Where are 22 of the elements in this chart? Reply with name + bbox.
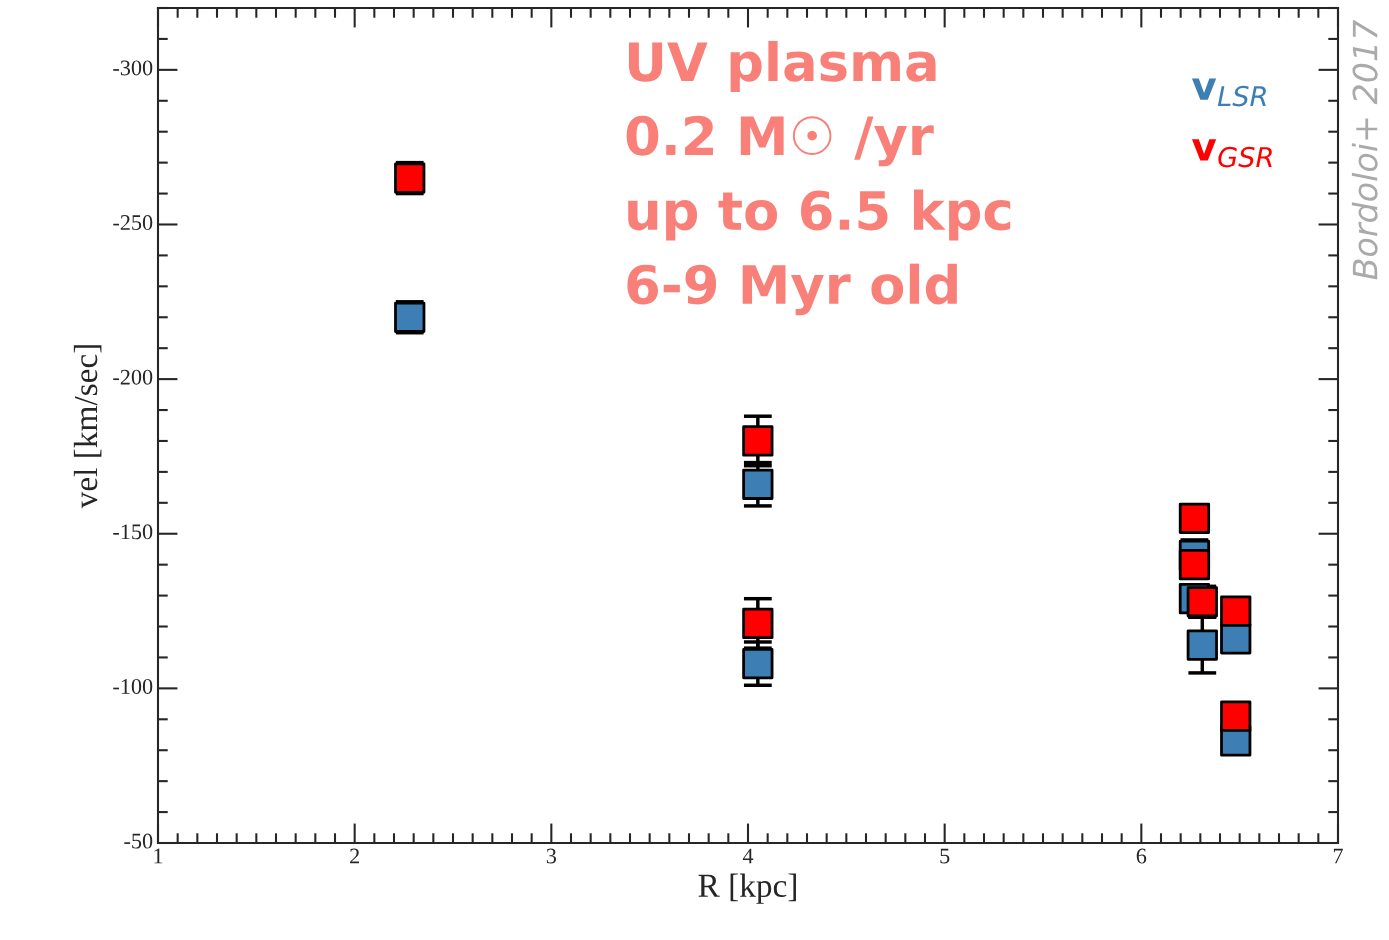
y-tick-label: -300 bbox=[113, 60, 153, 76]
x-tick-label: 5 bbox=[940, 848, 950, 864]
x-tick-label: 4 bbox=[742, 848, 754, 864]
y-axis-title: vel [km/sec] bbox=[73, 345, 102, 509]
annotation: 6-9 Myr old bbox=[627, 263, 957, 316]
x-axis-title: R [kpc] bbox=[698, 873, 796, 904]
x-tick-label: 1 bbox=[154, 848, 163, 864]
x-tick-label: 2 bbox=[350, 848, 359, 864]
annotation: UV plasma bbox=[628, 40, 936, 92]
y-tick-label: -200 bbox=[113, 369, 153, 385]
y-tick-label: -50 bbox=[124, 833, 153, 849]
annotation: 0.2 M☉ /yr bbox=[626, 115, 934, 167]
text: v$_{GSR}$ bbox=[1191, 139, 1272, 168]
x-tick-label: 7 bbox=[1333, 848, 1343, 864]
x-tick-label: 3 bbox=[546, 848, 557, 864]
y-tick-label: -150 bbox=[113, 524, 153, 540]
x-tick-label: 6 bbox=[1136, 848, 1147, 864]
text: Bordoloi+ 2017 bbox=[1351, 19, 1378, 280]
y-tick-label: -100 bbox=[113, 678, 153, 694]
y-tick-label: -250 bbox=[113, 215, 153, 231]
annotation: up to 6.5 kpc bbox=[628, 189, 1011, 241]
text: v$_{LSR}$ bbox=[1191, 78, 1266, 107]
